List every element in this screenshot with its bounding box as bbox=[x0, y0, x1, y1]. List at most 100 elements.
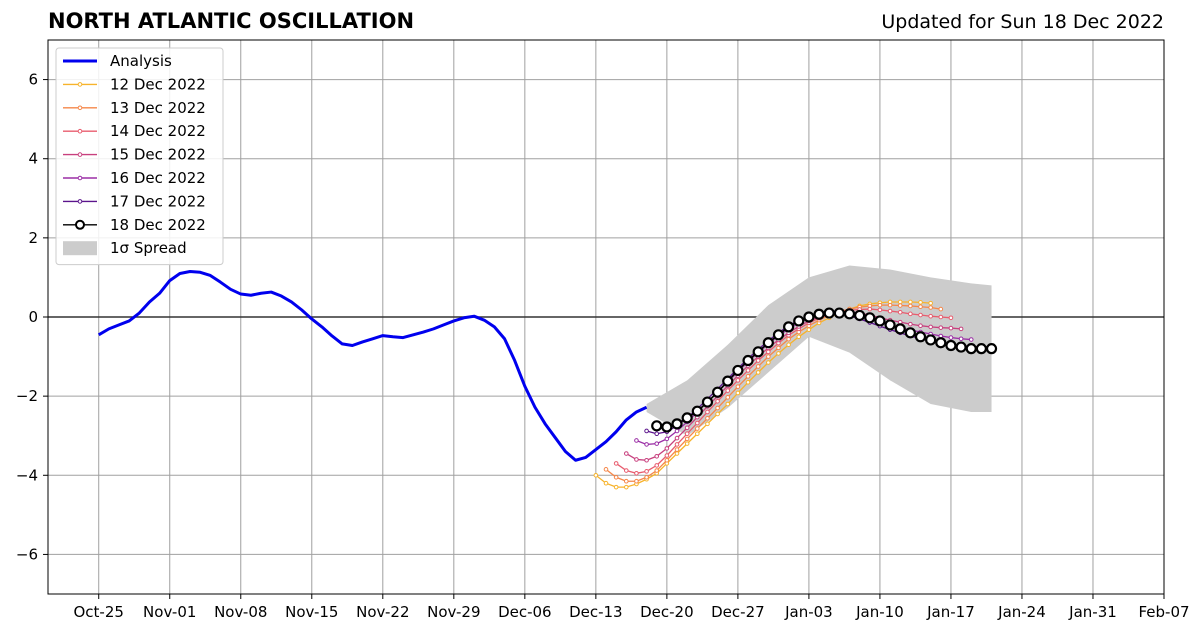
forecast-point bbox=[613, 484, 619, 490]
forecast-point bbox=[925, 334, 937, 346]
forecast-point bbox=[715, 405, 720, 411]
forecast-point bbox=[948, 325, 954, 331]
forecast-point bbox=[634, 478, 639, 484]
forecast-point bbox=[715, 398, 720, 404]
forecast-point bbox=[725, 395, 731, 400]
forecast-point bbox=[918, 304, 923, 310]
x-tick-label: Nov-08 bbox=[214, 603, 267, 621]
x-tick-label: Dec-27 bbox=[711, 603, 765, 621]
legend-label: Analysis bbox=[110, 52, 172, 70]
forecast-point bbox=[776, 351, 781, 356]
forecast-point bbox=[664, 436, 670, 442]
forecast-point bbox=[938, 314, 944, 320]
forecast-point bbox=[884, 319, 896, 331]
forecast-point bbox=[742, 354, 754, 367]
forecast-point bbox=[918, 323, 923, 329]
forecast-point bbox=[735, 390, 741, 396]
series-layer bbox=[97, 269, 998, 490]
forecast-point bbox=[806, 327, 812, 332]
analysis-line bbox=[97, 269, 648, 462]
forecast-point bbox=[965, 343, 977, 355]
forecast-point bbox=[786, 342, 791, 348]
forecast-point bbox=[877, 302, 883, 308]
forecast-point bbox=[623, 451, 629, 456]
forecast-point bbox=[894, 323, 906, 335]
legend-label: 15 Dec 2022 bbox=[110, 146, 206, 164]
forecast-point bbox=[823, 307, 835, 319]
y-tick-label: 2 bbox=[28, 229, 38, 247]
forecast-point bbox=[722, 375, 734, 387]
forecast-point bbox=[874, 315, 886, 327]
forecast-point bbox=[684, 425, 690, 431]
forecast-point bbox=[935, 337, 947, 349]
forecast-point bbox=[634, 457, 639, 462]
forecast-point bbox=[725, 401, 731, 407]
forecast-line bbox=[625, 311, 962, 461]
chart-subtitle: Updated for Sun 18 Dec 2022 bbox=[881, 11, 1164, 33]
forecast-line bbox=[615, 308, 951, 474]
forecast-point bbox=[695, 420, 700, 426]
x-tick-label: Dec-06 bbox=[498, 603, 552, 621]
x-tick-label: Jan-10 bbox=[855, 603, 904, 621]
forecast-point bbox=[945, 339, 957, 352]
forecast-point bbox=[955, 341, 967, 353]
forecast-point bbox=[701, 396, 714, 408]
forecast-point bbox=[938, 325, 944, 330]
y-tick-label: 0 bbox=[28, 308, 38, 326]
forecast-point bbox=[762, 337, 774, 349]
forecast-point bbox=[776, 345, 781, 351]
forecast-point bbox=[813, 308, 825, 320]
forecast-point bbox=[918, 312, 923, 318]
legend-marker bbox=[77, 105, 83, 111]
forecast-point bbox=[623, 478, 629, 484]
legend-label: 18 Dec 2022 bbox=[110, 216, 206, 234]
x-tick-label: Dec-13 bbox=[569, 603, 623, 621]
forecast-point bbox=[786, 336, 791, 342]
forecast-point bbox=[755, 358, 761, 363]
forecast-point bbox=[867, 306, 873, 312]
forecast-point bbox=[904, 327, 916, 339]
x-tick-label: Jan-24 bbox=[997, 603, 1046, 621]
forecast-point bbox=[914, 331, 927, 343]
forecast-point bbox=[958, 326, 964, 332]
forecast-point bbox=[735, 378, 741, 383]
forecast-point bbox=[755, 370, 761, 375]
x-tick-label: Nov-15 bbox=[285, 603, 338, 621]
y-tick-label: 4 bbox=[28, 150, 38, 168]
forecast-point bbox=[745, 374, 751, 379]
forecast-point bbox=[766, 354, 771, 359]
forecast-point bbox=[854, 309, 866, 322]
legend: Analysis 12 Dec 2022 13 Dec 2022 14 Dec 202… bbox=[55, 47, 224, 266]
forecast-point bbox=[793, 315, 805, 327]
forecast-point bbox=[623, 484, 629, 490]
forecast-point bbox=[654, 431, 660, 437]
y-tick-label: 6 bbox=[28, 71, 38, 89]
forecast-point bbox=[908, 321, 913, 327]
forecast-point bbox=[803, 311, 815, 323]
forecast-point bbox=[654, 453, 660, 459]
forecast-point bbox=[634, 438, 639, 443]
forecast-point bbox=[843, 308, 856, 320]
chart-title: NORTH ATLANTIC OSCILLATION bbox=[48, 9, 415, 33]
forecast-point bbox=[772, 329, 785, 341]
legend-marker bbox=[77, 152, 83, 157]
forecast-point bbox=[664, 457, 670, 463]
legend-marker bbox=[77, 199, 83, 204]
forecast-point bbox=[651, 420, 663, 432]
forecast-point bbox=[644, 442, 649, 447]
forecast-point bbox=[887, 308, 893, 314]
forecast-point bbox=[928, 324, 933, 330]
forecast-point bbox=[833, 307, 845, 319]
forecast-point bbox=[705, 416, 710, 421]
forecast-point bbox=[928, 313, 933, 319]
forecast-point bbox=[705, 421, 710, 427]
spread-layer bbox=[646, 265, 992, 436]
x-tick-label: Feb-07 bbox=[1138, 603, 1189, 621]
legend-label: 14 Dec 2022 bbox=[110, 122, 206, 140]
forecast-point bbox=[674, 428, 680, 434]
forecast-point bbox=[766, 360, 771, 365]
forecast-point bbox=[975, 343, 987, 355]
forecast-point bbox=[593, 472, 599, 478]
forecast-point bbox=[918, 300, 923, 305]
legend-marker bbox=[75, 219, 85, 230]
